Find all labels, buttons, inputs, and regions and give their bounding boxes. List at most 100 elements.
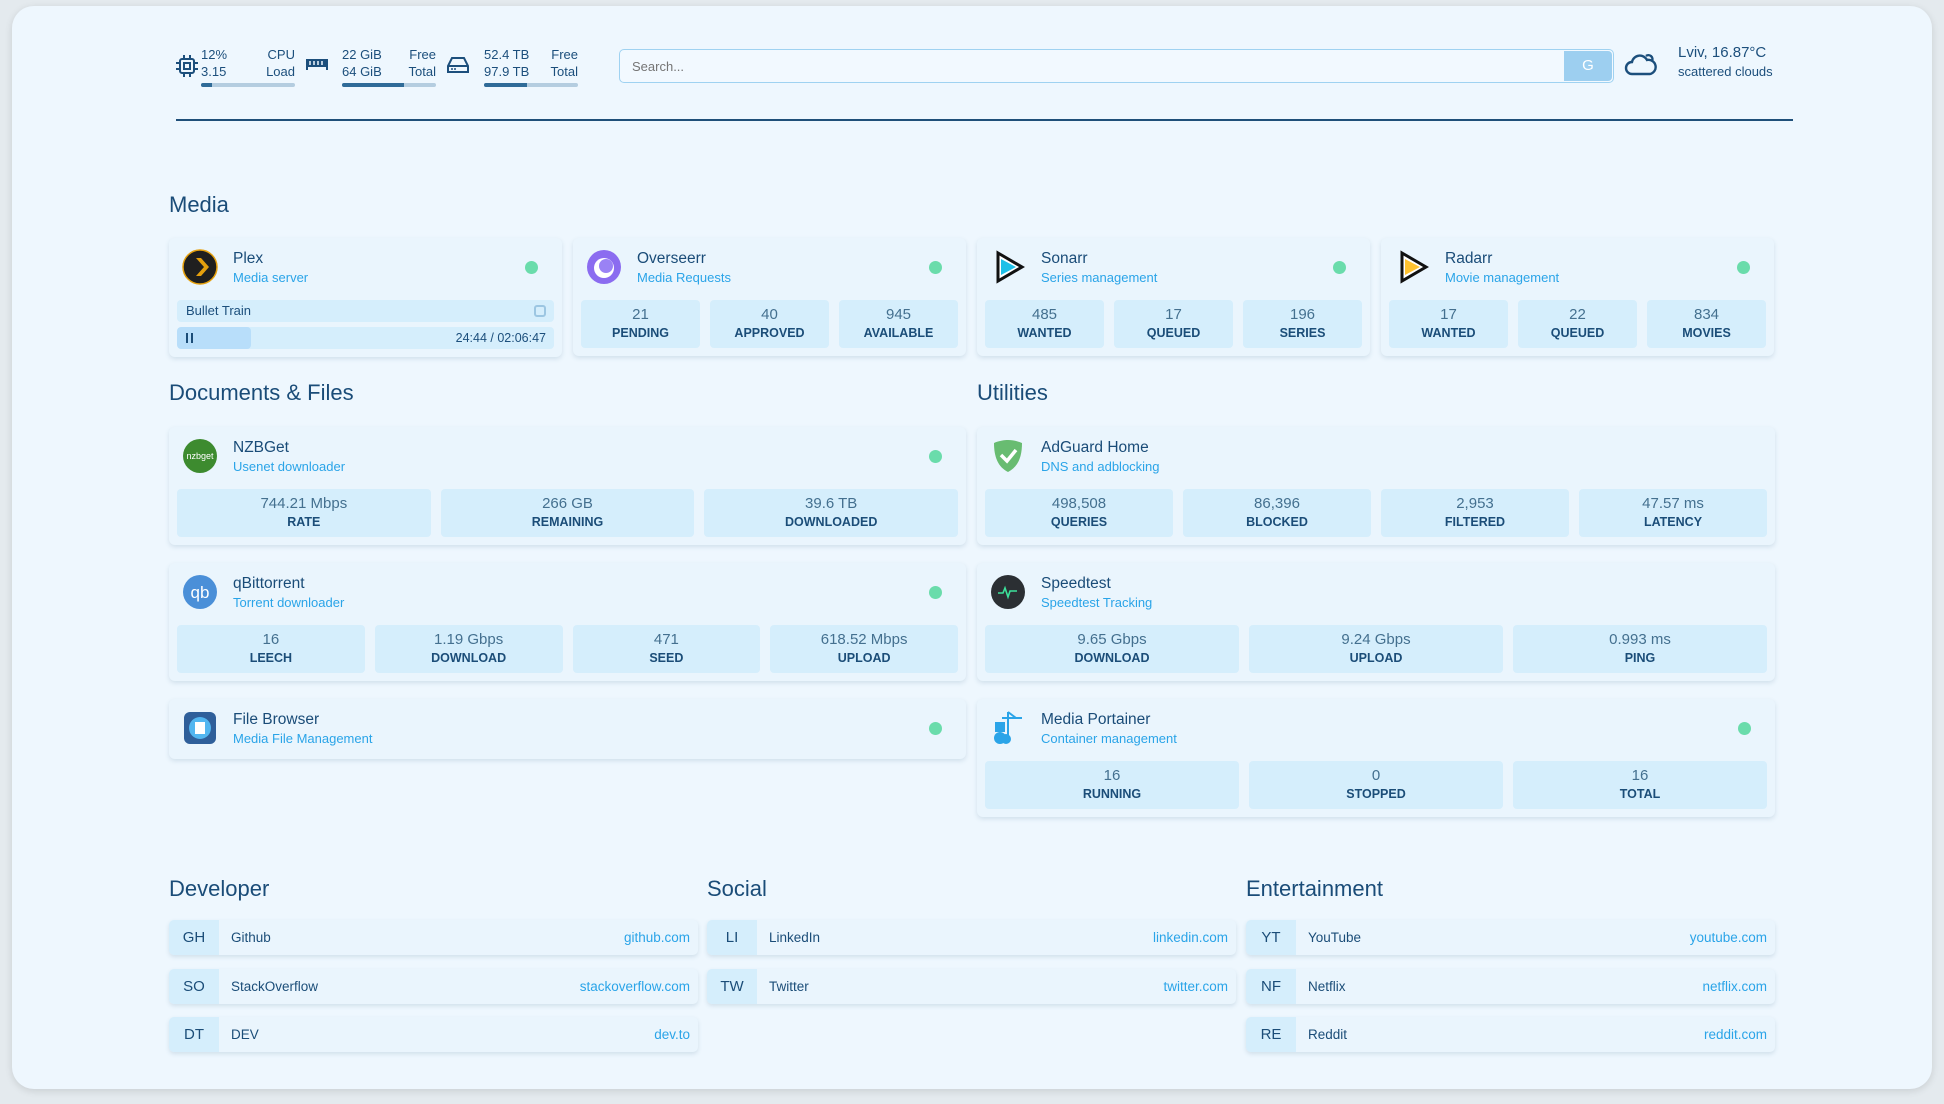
- search-button[interactable]: G: [1564, 51, 1612, 81]
- bookmark-reddit[interactable]: RE Reddit reddit.com: [1246, 1017, 1775, 1052]
- stats-row: 17 WANTED 22 QUEUED 834 MOVIES: [1389, 300, 1766, 348]
- portainer-icon: [990, 710, 1026, 746]
- bookmark-name[interactable]: Twitter: [769, 978, 809, 994]
- bookmark-abbr: SO: [169, 968, 219, 1004]
- bookmark-netflix[interactable]: NF Netflix netflix.com: [1246, 968, 1775, 1004]
- stat-value: 2,953: [1456, 495, 1494, 512]
- service-card-sonarr[interactable]: Sonarr Series management 485 WANTED 17 QUEUED…: [977, 238, 1370, 356]
- bookmark-name[interactable]: LinkedIn: [769, 930, 821, 945]
- bookmark-name[interactable]: Netflix: [1308, 978, 1346, 994]
- stats-row: 485 WANTED 17 QUEUED 196 SERIES: [985, 300, 1362, 348]
- bookmark-name[interactable]: Github: [231, 930, 271, 945]
- section-title-utilities: Utilities: [977, 380, 1048, 405]
- bookmark-url[interactable]: netflix.com: [1702, 978, 1767, 994]
- speedtest-icon: [990, 574, 1026, 610]
- stat-label: DOWNLOAD: [1074, 651, 1150, 665]
- service-name[interactable]: Sonarr: [1041, 250, 1088, 267]
- bookmark-youtube[interactable]: YT YouTube youtube.com: [1246, 920, 1775, 955]
- stat-value: 945: [885, 306, 912, 323]
- service-name[interactable]: Radarr: [1445, 250, 1493, 267]
- service-name[interactable]: Plex: [233, 250, 264, 267]
- bookmark-url[interactable]: linkedin.com: [1152, 930, 1228, 945]
- service-name[interactable]: File Browser: [233, 711, 320, 728]
- card-header: Speedtest Speedtest Tracking: [985, 563, 1767, 623]
- svg-text:nzbget: nzbget: [186, 451, 214, 461]
- service-description: Usenet downloader: [233, 459, 346, 474]
- service-description: Container management: [1041, 731, 1177, 746]
- memory-total: 64 GiB: [342, 64, 382, 79]
- filebrowser-icon: [182, 710, 218, 746]
- info-icon[interactable]: [534, 305, 546, 317]
- bookmark-github[interactable]: GH Github github.com: [169, 920, 698, 955]
- bookmark-name[interactable]: YouTube: [1308, 930, 1362, 945]
- stat-label: BLOCKED: [1246, 515, 1308, 529]
- service-name[interactable]: AdGuard Home: [1041, 439, 1149, 456]
- bookmark-url[interactable]: youtube.com: [1689, 930, 1767, 945]
- service-name[interactable]: Overseerr: [637, 250, 706, 267]
- bookmark-twitter[interactable]: TW Twitter twitter.com: [707, 968, 1236, 1004]
- service-description: Series management: [1041, 270, 1158, 285]
- card-header: Overseerr Media Requests: [581, 238, 958, 298]
- bookmark-dev[interactable]: DT DEV dev.to: [169, 1017, 698, 1052]
- stat-filtered: 2,953 FILTERED: [1381, 489, 1569, 537]
- stats-row: 498,508 QUERIES 86,396 BLOCKED 2,953 FILTERED…: [985, 489, 1767, 537]
- stat-value: 485: [1031, 306, 1058, 323]
- stat-downloaded: 39.6 TB DOWNLOADED: [704, 489, 959, 537]
- service-card-radarr[interactable]: Radarr Movie management 17 WANTED 22 QUEUED 83…: [1381, 238, 1774, 356]
- disk-free: 52.4 TB: [484, 47, 530, 62]
- bookmark-abbr: GH: [169, 920, 219, 955]
- stat-value: 16: [1103, 767, 1121, 784]
- stat-queued: 17 QUEUED: [1114, 300, 1233, 348]
- bookmark-abbr: DT: [169, 1017, 219, 1052]
- status-indicator: [1738, 722, 1751, 735]
- qbittorrent-icon: qb: [182, 574, 218, 610]
- bookmark-url[interactable]: github.com: [623, 930, 690, 945]
- service-name[interactable]: Speedtest: [1041, 575, 1111, 592]
- bookmark-abbr: LI: [707, 920, 757, 955]
- service-card-plex[interactable]: Plex Media server Bullet Train 24:44 / 02:0…: [169, 238, 562, 357]
- cloud-sun-icon: [1624, 53, 1657, 76]
- stat-label: UPLOAD: [837, 651, 891, 665]
- stat-value: 0.993 ms: [1609, 631, 1671, 648]
- stat-label: MOVIES: [1682, 326, 1731, 340]
- service-card-portainer[interactable]: Media Portainer Container management 16 RUN…: [977, 699, 1775, 817]
- disk-bar: [484, 83, 578, 87]
- service-card-nzbget[interactable]: nzbget NZBGet Usenet downloader 744.21 Mbps…: [169, 427, 966, 545]
- bookmark-abbr: TW: [707, 968, 757, 1004]
- svg-text:qb: qb: [191, 583, 210, 602]
- bookmark-url[interactable]: twitter.com: [1163, 978, 1228, 994]
- service-name[interactable]: qBittorrent: [233, 575, 305, 592]
- bookmark-linkedin[interactable]: LI LinkedIn linkedin.com: [707, 920, 1236, 955]
- playback-progress[interactable]: 24:44 / 02:06:47: [177, 327, 554, 349]
- status-indicator: [525, 261, 538, 274]
- status-indicator: [929, 450, 942, 463]
- stat-wanted: 485 WANTED: [985, 300, 1104, 348]
- service-card-speedtest[interactable]: Speedtest Speedtest Tracking 9.65 Gbps DOWN…: [977, 563, 1775, 681]
- bookmark-stackoverflow[interactable]: SO StackOverflow stackoverflow.com: [169, 968, 698, 1004]
- stats-row: 21 PENDING 40 APPROVED 945 AVAILABLE: [581, 300, 958, 348]
- service-name[interactable]: Media Portainer: [1041, 711, 1151, 728]
- pause-icon[interactable]: [186, 333, 193, 343]
- stat-blocked: 86,396 BLOCKED: [1183, 489, 1371, 537]
- bookmark-name[interactable]: DEV: [231, 1027, 259, 1042]
- stat-value: 1.19 Gbps: [434, 631, 504, 648]
- stats-row: 16 RUNNING 0 STOPPED 16 TOTAL: [985, 761, 1767, 809]
- service-name[interactable]: NZBGet: [233, 439, 289, 456]
- stat-label: DOWNLOADED: [785, 515, 878, 529]
- bookmark-url[interactable]: stackoverflow.com: [579, 978, 690, 994]
- stat-label: REMAINING: [531, 515, 604, 529]
- stat-label: RATE: [287, 515, 321, 529]
- status-indicator: [929, 261, 942, 274]
- bookmark-url[interactable]: reddit.com: [1703, 1027, 1767, 1042]
- service-card-adguard[interactable]: AdGuard Home DNS and adblocking 498,508 QUE…: [977, 427, 1775, 545]
- card-header: Sonarr Series management: [985, 238, 1362, 298]
- cpu-load: 3.15: [201, 64, 227, 79]
- bookmark-name[interactable]: StackOverflow: [231, 978, 319, 994]
- search-input[interactable]: [619, 49, 1614, 83]
- bookmark-name[interactable]: Reddit: [1308, 1027, 1348, 1042]
- service-card-qbittorrent[interactable]: qb qBittorrent Torrent downloader 16 LEECH 1.…: [169, 563, 966, 681]
- card-header: AdGuard Home DNS and adblocking: [985, 427, 1767, 487]
- service-card-overseerr[interactable]: Overseerr Media Requests 21 PENDING 40 APPROV…: [573, 238, 966, 356]
- service-card-filebrowser[interactable]: File Browser Media File Management: [169, 699, 966, 759]
- bookmark-url[interactable]: dev.to: [654, 1027, 690, 1042]
